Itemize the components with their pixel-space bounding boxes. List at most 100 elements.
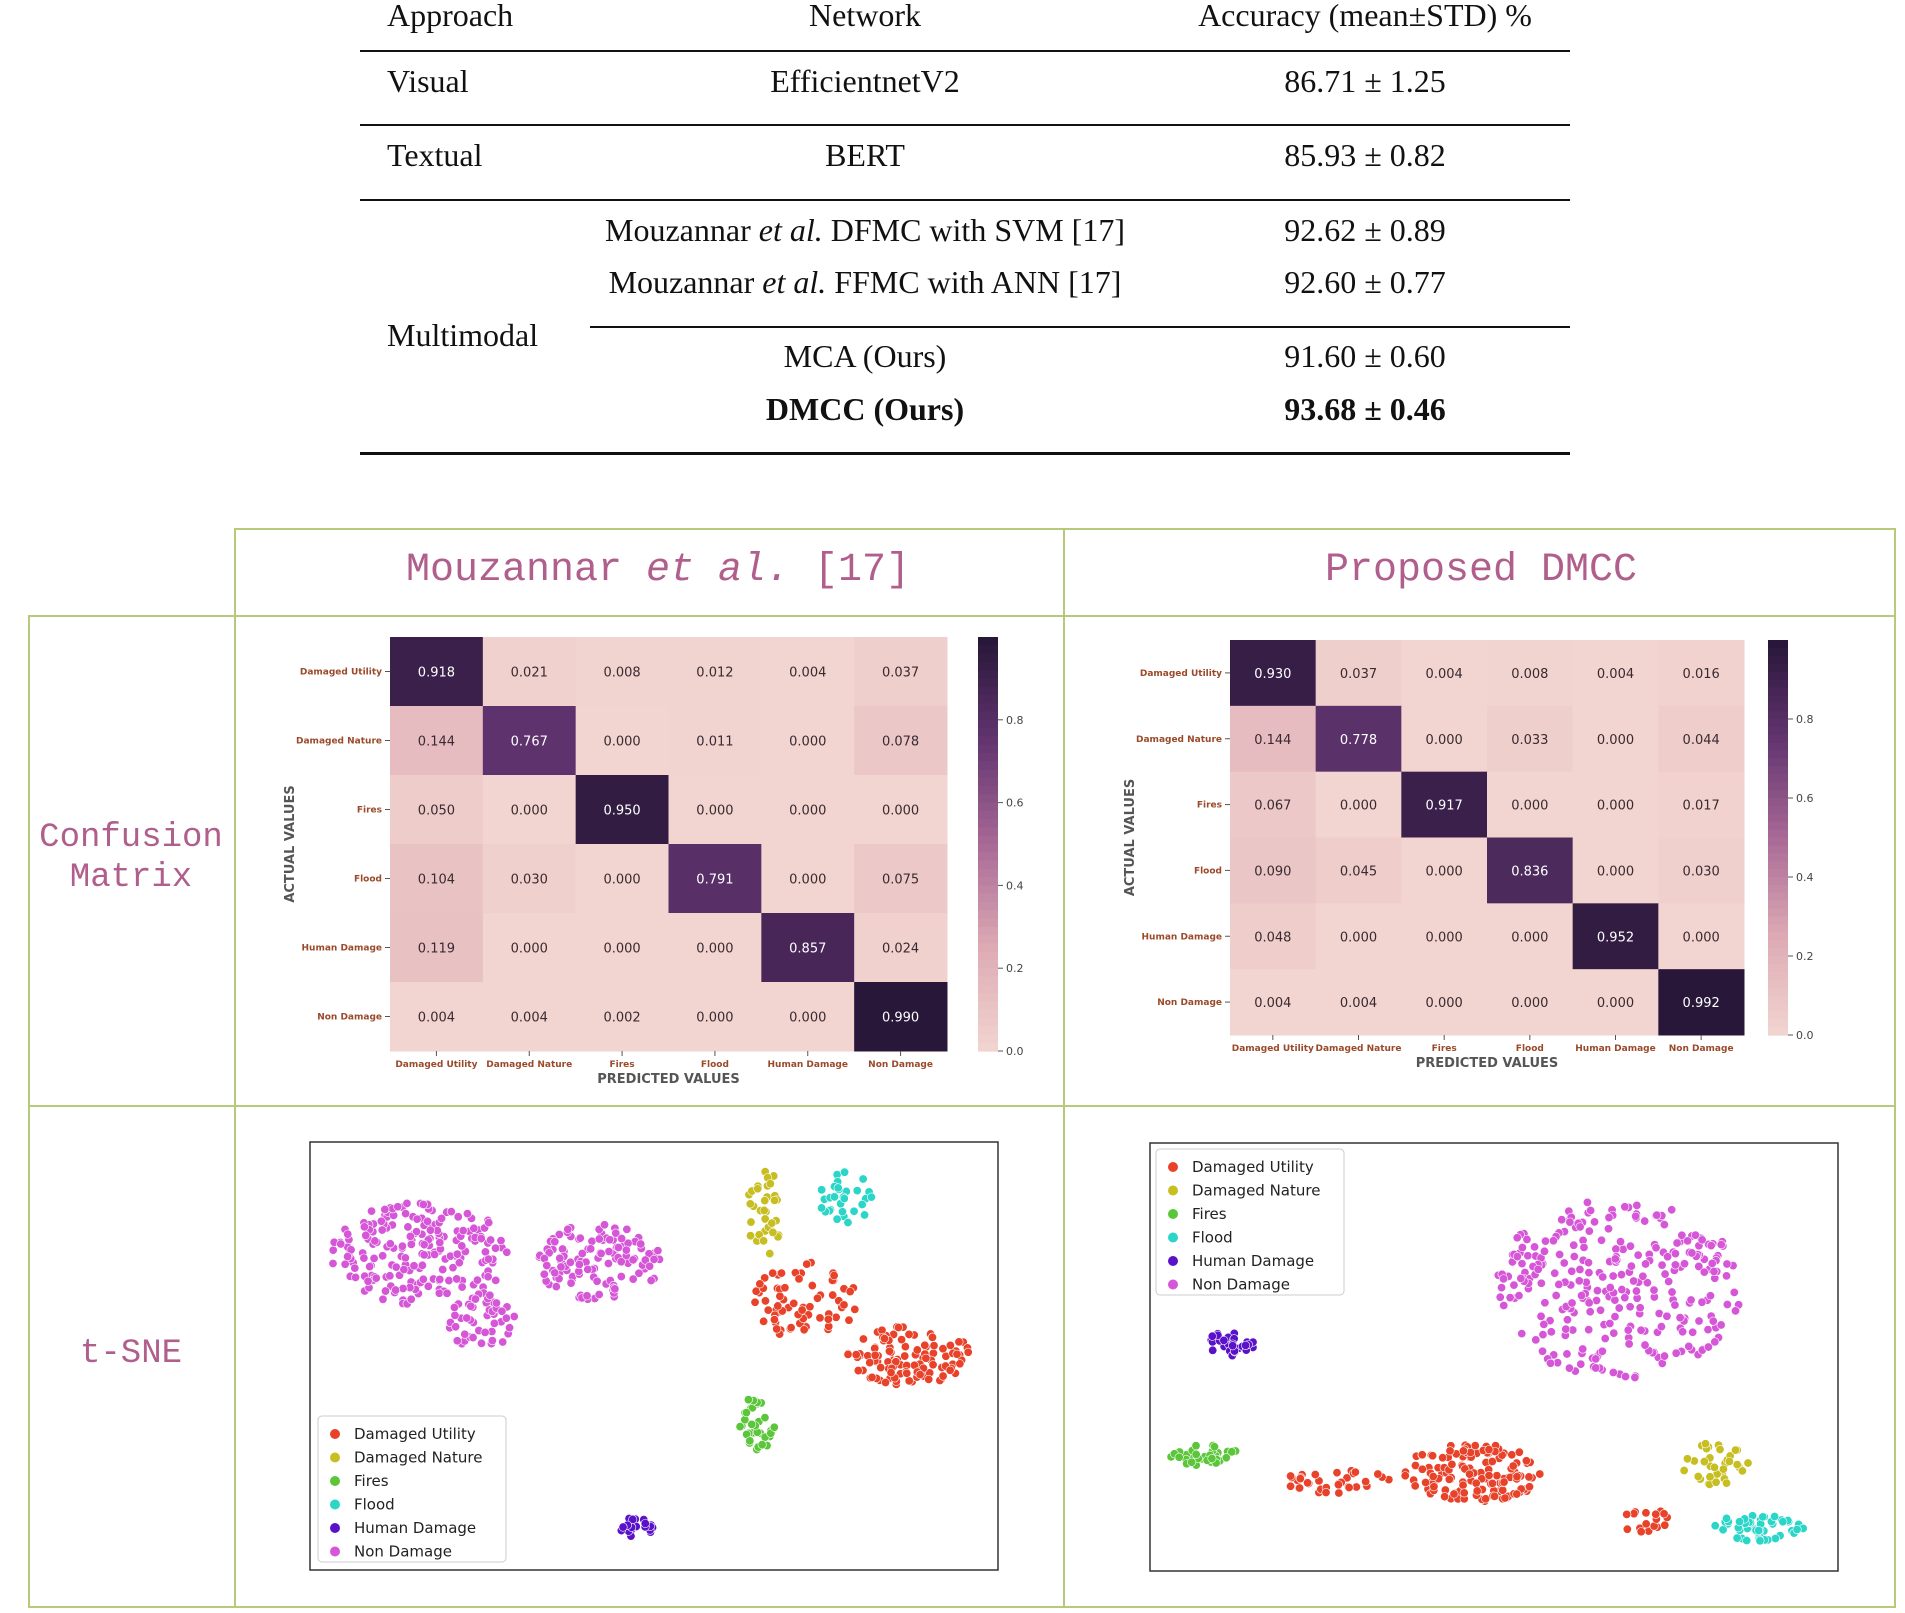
y-tick-label: Flood: [1194, 866, 1222, 876]
rule-header: [360, 50, 1570, 52]
cell-value-label: 0.930: [1254, 667, 1291, 682]
scatter-point: [865, 1358, 875, 1368]
scatter-point: [858, 1174, 868, 1184]
scatter-point: [1538, 1330, 1548, 1340]
scatter-point: [1472, 1486, 1482, 1496]
scatter-point: [378, 1251, 388, 1261]
scatter-point: [596, 1249, 606, 1259]
scatter-point: [1596, 1305, 1606, 1315]
scatter-point: [1459, 1488, 1469, 1498]
scatter-point: [565, 1257, 575, 1267]
scatter-point: [1675, 1313, 1685, 1323]
scatter-point: [484, 1218, 494, 1228]
scatter-point: [1625, 1241, 1635, 1251]
approach-visual: Visual: [387, 63, 469, 99]
heatmap-cell: [1401, 969, 1488, 1036]
scatter-point: [1742, 1535, 1752, 1545]
scatter-point: [460, 1329, 470, 1339]
scatter-point: [594, 1234, 604, 1244]
scatter-point: [1227, 1447, 1237, 1457]
colorbar-segment: [978, 653, 998, 663]
heatmap-cell: [390, 637, 484, 707]
heatmap-cell: [575, 637, 669, 707]
scatter-point: [1735, 1517, 1745, 1527]
y-axis-label: ACTUAL VALUES: [1123, 779, 1138, 896]
scatter-point: [1715, 1445, 1725, 1455]
heatmap-cell: [1572, 837, 1659, 904]
colorbar-segment: [978, 637, 998, 646]
scatter-point: [1400, 1471, 1410, 1481]
scatter-point: [1591, 1354, 1601, 1364]
scatter-point: [886, 1368, 896, 1378]
cell-value-label: 0.000: [789, 1011, 826, 1026]
cell-value-label: 0.000: [1426, 930, 1463, 945]
scatter-point: [807, 1281, 817, 1291]
cell-value-label: 0.000: [1426, 864, 1463, 879]
header-network: Network: [809, 0, 921, 33]
scatter-point: [1576, 1359, 1586, 1369]
colorbar-segment: [978, 868, 998, 878]
scatter-point: [1729, 1287, 1739, 1297]
colorbar-segment: [1768, 679, 1788, 688]
colorbar-segment: [978, 893, 998, 903]
scatter-point: [1512, 1472, 1522, 1482]
heatmap-cell: [761, 844, 855, 914]
scatter-point: [1498, 1485, 1508, 1495]
heatmap-cell: [575, 844, 669, 914]
colorbar-segment: [1768, 719, 1788, 728]
scatter-point: [1693, 1472, 1703, 1482]
scatter-point: [850, 1304, 860, 1314]
heatmap-cell: [1230, 705, 1317, 773]
scatter-point: [402, 1198, 412, 1208]
scatter-point: [1517, 1259, 1527, 1269]
scatter-point: [398, 1283, 408, 1293]
legend-label: Fires: [354, 1472, 389, 1490]
scatter-point: [1705, 1291, 1715, 1301]
scatter-point: [550, 1268, 560, 1278]
scatter-point: [1583, 1258, 1593, 1268]
scatter-point: [747, 1419, 757, 1429]
scatter-point: [498, 1337, 508, 1347]
scatter-point: [786, 1323, 796, 1333]
legend-label: Damaged Utility: [1192, 1158, 1314, 1176]
heatmap-cell: [1658, 771, 1745, 838]
y-tick-label: Human Damage: [302, 944, 382, 954]
cell-value-label: 0.037: [1340, 667, 1377, 682]
scatter-point: [735, 1422, 745, 1432]
heatmap-cell: [1487, 969, 1574, 1036]
colorbar-segment: [978, 1034, 998, 1044]
scatter-point: [452, 1274, 462, 1284]
scatter-point: [462, 1313, 472, 1323]
accuracy-dmcc: 93.68 ± 0.46: [1284, 391, 1446, 427]
scatter-point: [832, 1214, 842, 1224]
heatmap-cell: [761, 982, 855, 1052]
colorbar-segment: [978, 951, 998, 961]
scatter-point: [1286, 1481, 1296, 1491]
scatter-point: [618, 1522, 628, 1532]
cell-value-label: 0.037: [882, 666, 919, 681]
scatter-point: [1524, 1472, 1534, 1482]
grid-line: [1063, 528, 1065, 1608]
row-title-line: Confusion: [39, 819, 223, 857]
accuracy-textual: 85.93 ± 0.82: [1284, 137, 1446, 173]
scatter-point: [1536, 1278, 1546, 1288]
scatter-point: [1410, 1481, 1420, 1491]
scatter-point: [616, 1272, 626, 1282]
scatter-point: [1679, 1465, 1689, 1475]
heatmap-cell: [1401, 903, 1488, 970]
scatter-point: [448, 1263, 458, 1273]
scatter-point: [1505, 1293, 1515, 1303]
scatter-point: [1465, 1469, 1475, 1479]
scatter-point: [759, 1236, 769, 1246]
scatter-point: [1724, 1456, 1734, 1466]
heatmap-cell: [668, 913, 762, 983]
row-title-confusion-matrix: Confusion Matrix: [39, 818, 223, 898]
colorbar-segment: [978, 694, 998, 704]
scatter-point: [363, 1276, 373, 1286]
network-mca: MCA (Ours): [783, 338, 947, 374]
scatter-point: [767, 1218, 777, 1228]
scatter-point: [489, 1318, 499, 1328]
scatter-point: [628, 1274, 638, 1284]
colorbar-segment: [1768, 687, 1788, 696]
colorbar-segment: [978, 844, 998, 853]
